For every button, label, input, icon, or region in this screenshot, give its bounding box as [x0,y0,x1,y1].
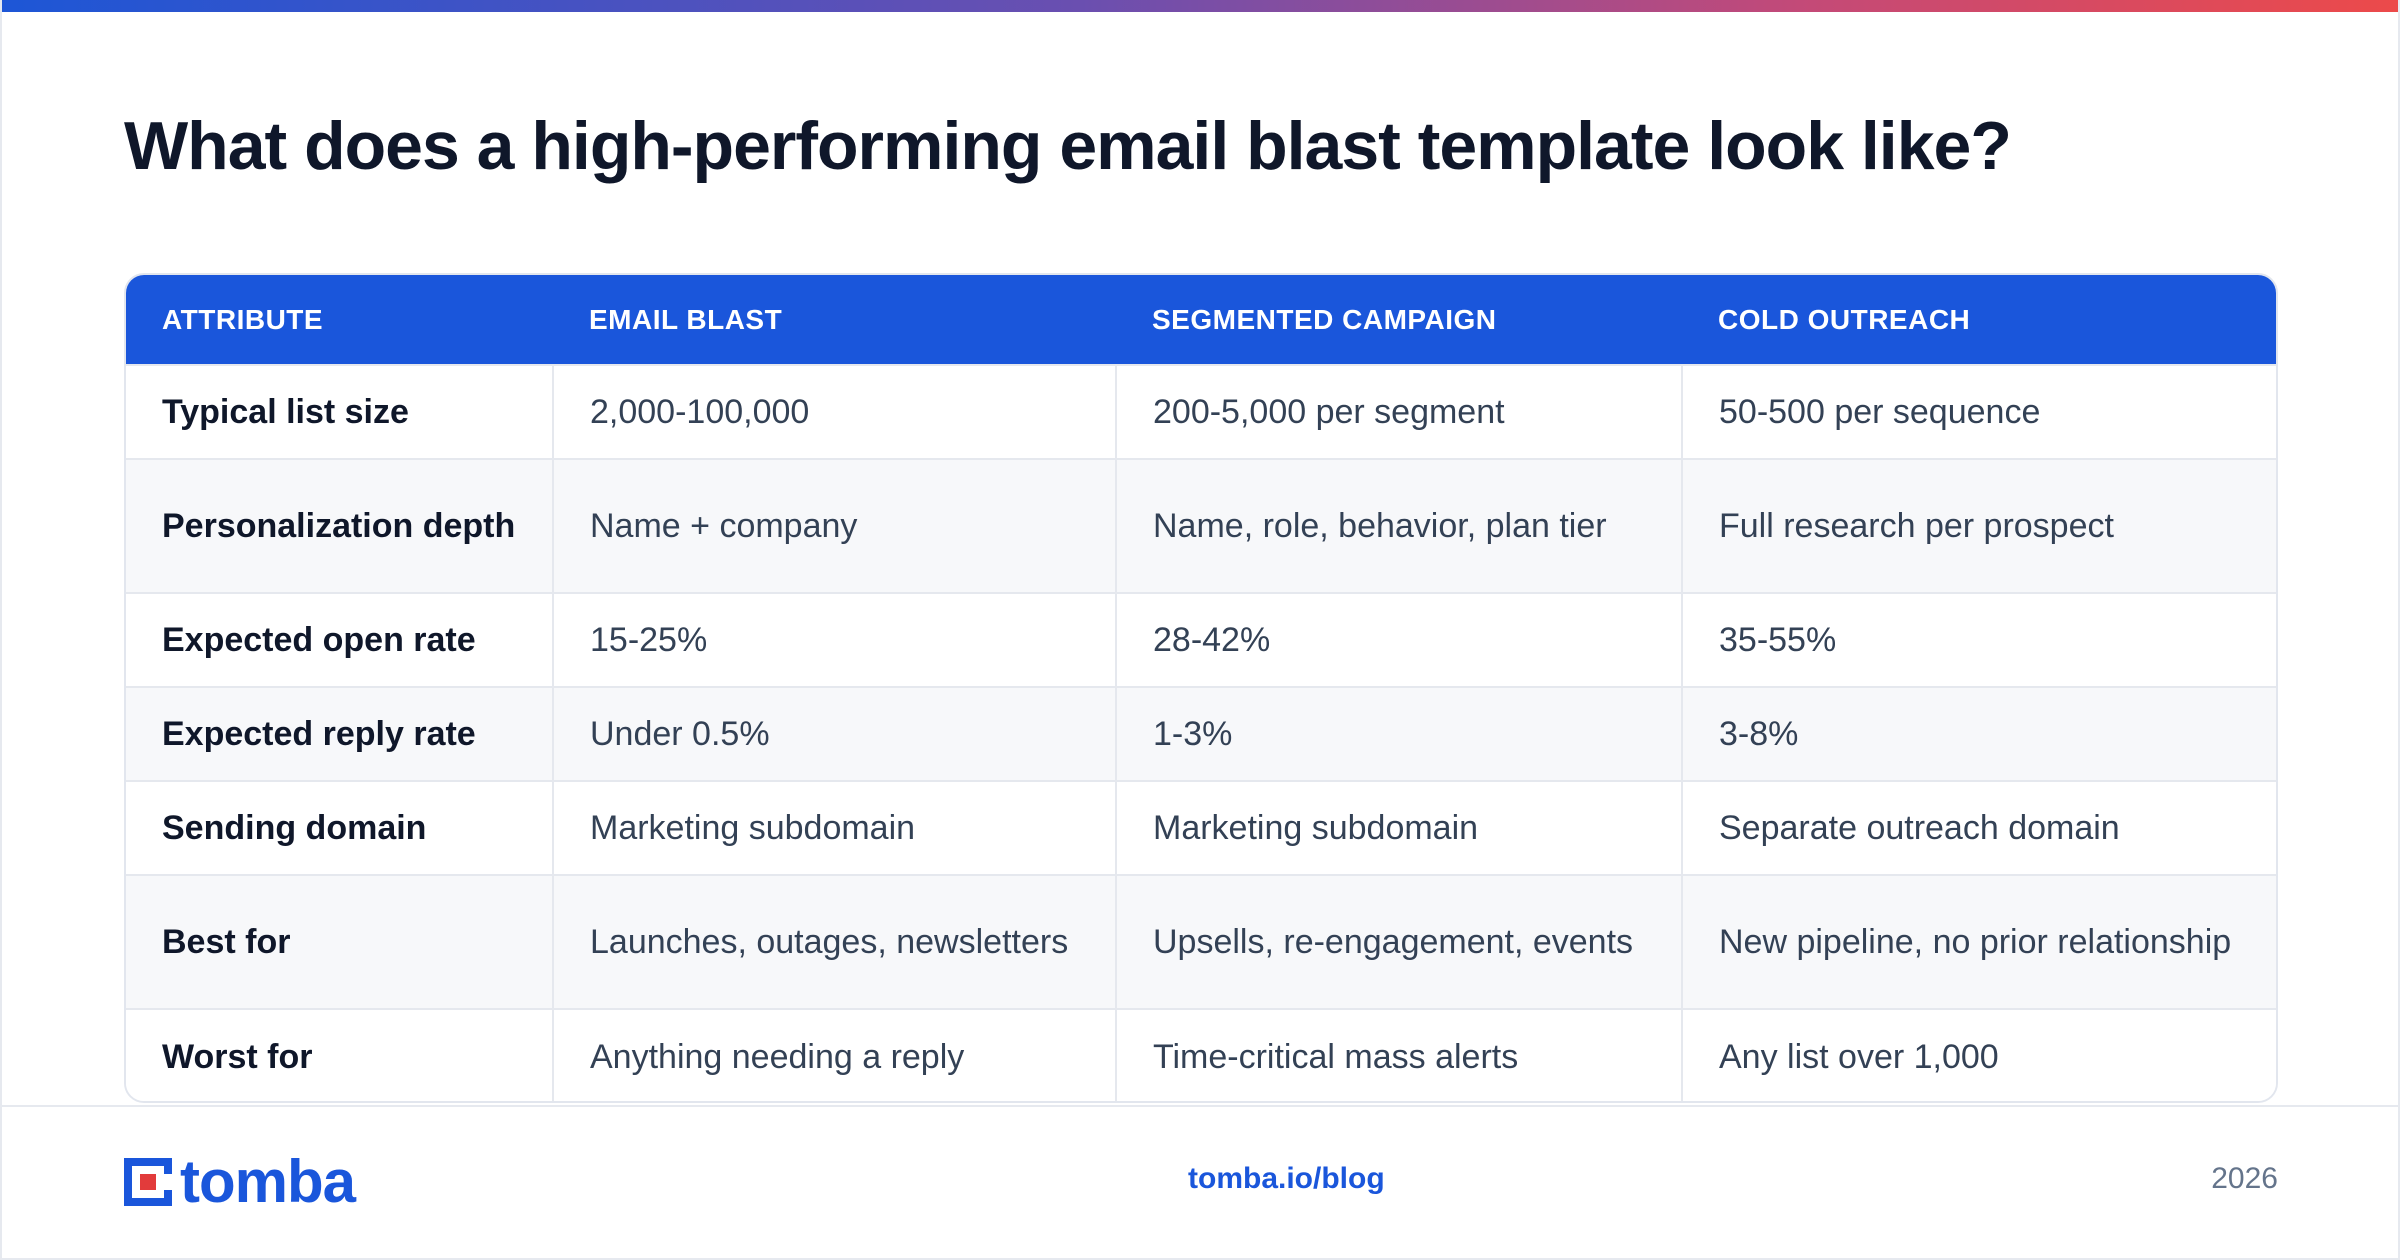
table-cell: 2,000-100,000 [552,364,1116,459]
row-label: Personalization depth [126,458,553,593]
header-segmented-campaign: SEGMENTED CAMPAIGN [1116,275,1682,365]
table-cell: 15-25% [552,592,1116,687]
blog-link[interactable]: tomba.io/blog [1188,1162,1385,1195]
row-label: Worst for [126,1008,553,1101]
footer-divider [2,1105,2398,1107]
table-cell: Launches, outages, newsletters [552,874,1116,1009]
top-gradient-bar [2,0,2398,12]
table-row: Best for Launches, outages, newsletters … [126,874,2276,1009]
table-cell: Full research per prospect [1681,458,2276,593]
table-cell: 200-5,000 per segment [1115,364,1682,459]
row-label: Typical list size [126,364,553,459]
table-header-row: ATTRIBUTE EMAIL BLAST SEGMENTED CAMPAIGN… [126,275,2276,365]
table-cell: Name + company [552,458,1116,593]
tomba-logo-icon [124,1158,172,1206]
table-cell: Name, role, behavior, plan tier [1115,458,1682,593]
table-cell: Anything needing a reply [552,1008,1116,1101]
page-title: What does a high-performing email blast … [124,108,2012,184]
table-cell: Marketing subdomain [552,780,1116,875]
table-cell: 1-3% [1115,686,1682,781]
comparison-table: ATTRIBUTE EMAIL BLAST SEGMENTED CAMPAIGN… [124,273,2278,1103]
table-cell: Under 0.5% [552,686,1116,781]
logo-wordmark: tomba [180,1148,356,1215]
table-row: Expected reply rate Under 0.5% 1-3% 3-8% [126,686,2276,781]
table-cell: Any list over 1,000 [1681,1008,2276,1101]
table-cell: New pipeline, no prior relationship [1681,874,2276,1009]
table-cell: 3-8% [1681,686,2276,781]
table-cell: Separate outreach domain [1681,780,2276,875]
table-row: Expected open rate 15-25% 28-42% 35-55% [126,592,2276,687]
table-cell: Time-critical mass alerts [1115,1008,1682,1101]
row-label: Sending domain [126,780,553,875]
table-row: Worst for Anything needing a reply Time-… [126,1008,2276,1101]
header-cold-outreach: COLD OUTREACH [1682,275,2276,365]
row-label: Best for [126,874,553,1009]
table-cell: 35-55% [1681,592,2276,687]
table-cell: Upsells, re-engagement, events [1115,874,1682,1009]
table-cell: Marketing subdomain [1115,780,1682,875]
table-row: Personalization depth Name + company Nam… [126,458,2276,593]
row-label: Expected open rate [126,592,553,687]
table-row: Sending domain Marketing subdomain Marke… [126,780,2276,875]
table-cell: 28-42% [1115,592,1682,687]
tomba-logo[interactable]: tomba [124,1148,356,1215]
row-label: Expected reply rate [126,686,553,781]
header-attribute: ATTRIBUTE [126,275,553,365]
table-cell: 50-500 per sequence [1681,364,2276,459]
footer-year: 2026 [2211,1162,2278,1195]
table-row: Typical list size 2,000-100,000 200-5,00… [126,364,2276,459]
header-email-blast: EMAIL BLAST [553,275,1116,365]
